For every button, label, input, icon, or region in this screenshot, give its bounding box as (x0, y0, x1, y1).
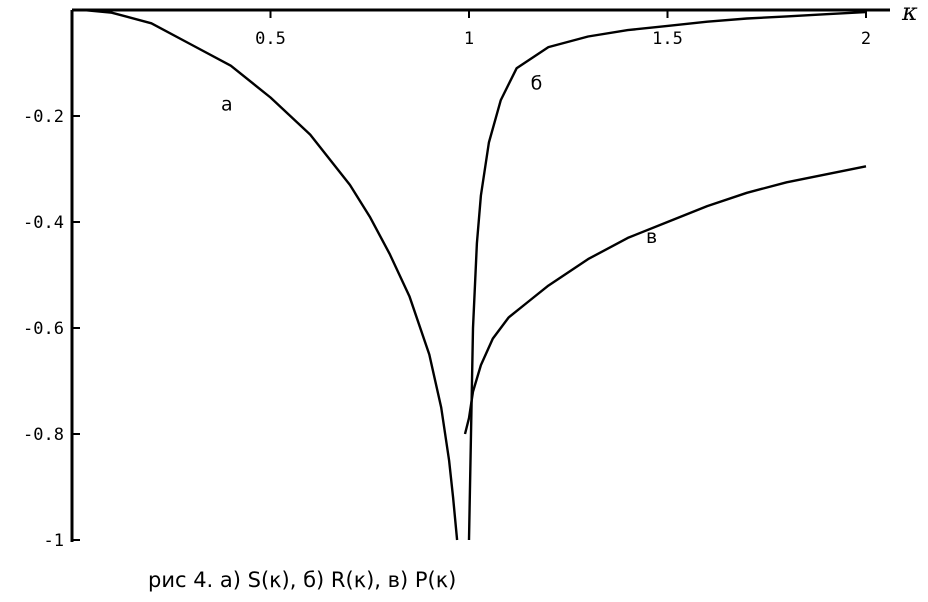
y-tick-label: -1 (44, 531, 64, 551)
series-label-1: а (221, 94, 233, 116)
x-axis-label: κ (901, 0, 918, 26)
curves (83, 8, 867, 541)
axes (70, 8, 890, 542)
y-tick-label: -0.8 (23, 425, 64, 445)
curve-labels: а б в (221, 73, 657, 249)
figure-caption: рис 4. а) S(κ), б) R(κ), в) P(κ) (148, 568, 457, 592)
series-line-3 (463, 165, 867, 435)
y-tick-label: -0.2 (23, 107, 64, 127)
x-tick-label: 1 (464, 29, 474, 49)
series-line-2 (467, 10, 867, 541)
tick-labels: 0.5 1 1.5 2 -0.2 -0.4 -0.6 -0.8 -1 κ (23, 0, 918, 551)
series-line-1 (83, 8, 459, 541)
x-tick-label: 0.5 (255, 29, 286, 49)
series-label-2: б (531, 73, 543, 95)
x-tick-label: 2 (861, 29, 871, 49)
y-tick-label: -0.6 (23, 319, 64, 339)
y-tick-label: -0.4 (23, 213, 64, 233)
series-label-3: в (646, 226, 657, 248)
x-tick-label: 1.5 (652, 29, 683, 49)
